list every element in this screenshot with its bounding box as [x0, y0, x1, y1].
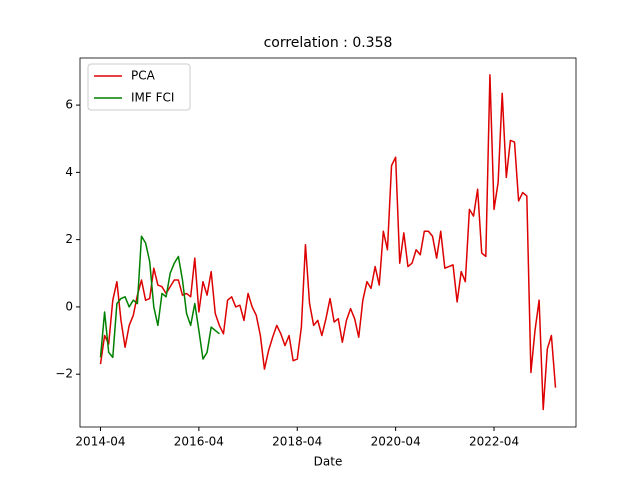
x-tick-label: 2022-04	[469, 435, 519, 449]
data-line	[99, 235, 220, 360]
x-tick-label: 2014-04	[75, 435, 125, 449]
data-line	[99, 74, 557, 411]
legend-label: PCA	[131, 69, 156, 83]
x-tick-label: 2018-04	[272, 435, 322, 449]
y-tick-label: 6	[65, 98, 73, 112]
chart-title: correlation : 0.358	[264, 35, 393, 51]
y-tick-label: −2	[55, 367, 73, 381]
x-tick-label: 2020-04	[371, 435, 421, 449]
y-tick-label: 4	[65, 165, 73, 179]
y-tick-label: 2	[65, 232, 73, 246]
y-tick-label: 0	[65, 299, 73, 313]
plot-frame	[79, 57, 577, 428]
x-axis-label: Date	[314, 455, 343, 469]
legend-label: IMF FCI	[131, 91, 174, 105]
x-tick-label: 2016-04	[174, 435, 224, 449]
